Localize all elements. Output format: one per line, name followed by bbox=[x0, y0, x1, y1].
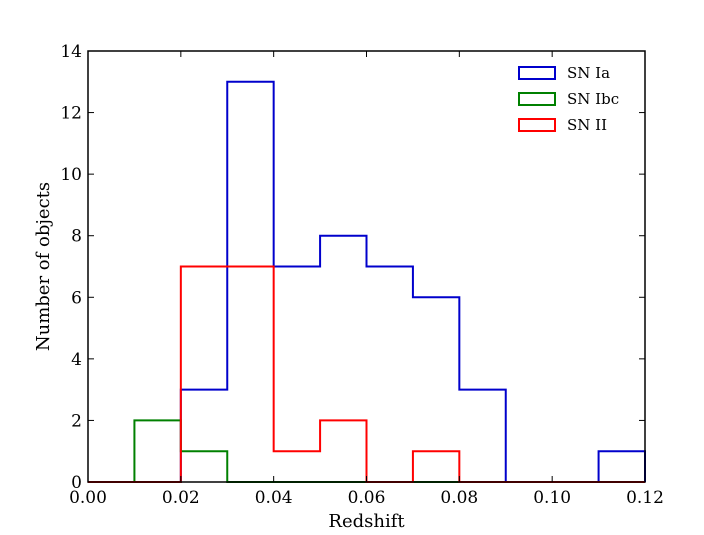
x-tick-label: 0.02 bbox=[162, 488, 200, 508]
y-tick-label: 2 bbox=[71, 411, 82, 431]
y-axis-title: Number of objects bbox=[33, 182, 54, 351]
legend-label-sn-ia: SN Ia bbox=[567, 64, 610, 82]
y-tick-label: 8 bbox=[71, 227, 82, 247]
plot-frame bbox=[87, 50, 646, 483]
legend-swatch-sn-ia bbox=[518, 66, 556, 80]
legend-swatch-sn-ibc bbox=[518, 92, 556, 106]
x-tick-label: 0.00 bbox=[69, 488, 107, 508]
x-tick-label: 0.06 bbox=[348, 488, 386, 508]
y-tick-label: 4 bbox=[71, 350, 82, 370]
legend-label-sn-ii: SN II bbox=[567, 116, 607, 134]
series-sn-ii-step bbox=[88, 265, 645, 483]
y-tick-label: 0 bbox=[71, 473, 82, 493]
x-axis-title: Redshift bbox=[328, 511, 405, 532]
x-tick-label: 0.04 bbox=[255, 488, 293, 508]
y-tick-label: 14 bbox=[60, 42, 82, 62]
x-tick-label: 0.12 bbox=[626, 488, 664, 508]
legend-swatch-sn-ii bbox=[518, 118, 556, 132]
legend: SN Ia SN Ibc SN II bbox=[518, 64, 619, 134]
y-tick-label: 12 bbox=[60, 104, 82, 124]
x-tick-label: 0.08 bbox=[440, 488, 478, 508]
x-tick-label: 0.10 bbox=[533, 488, 571, 508]
y-tick-label: 6 bbox=[71, 288, 82, 308]
y-tick-label: 10 bbox=[60, 165, 82, 185]
legend-label-sn-ibc: SN Ibc bbox=[567, 90, 619, 108]
